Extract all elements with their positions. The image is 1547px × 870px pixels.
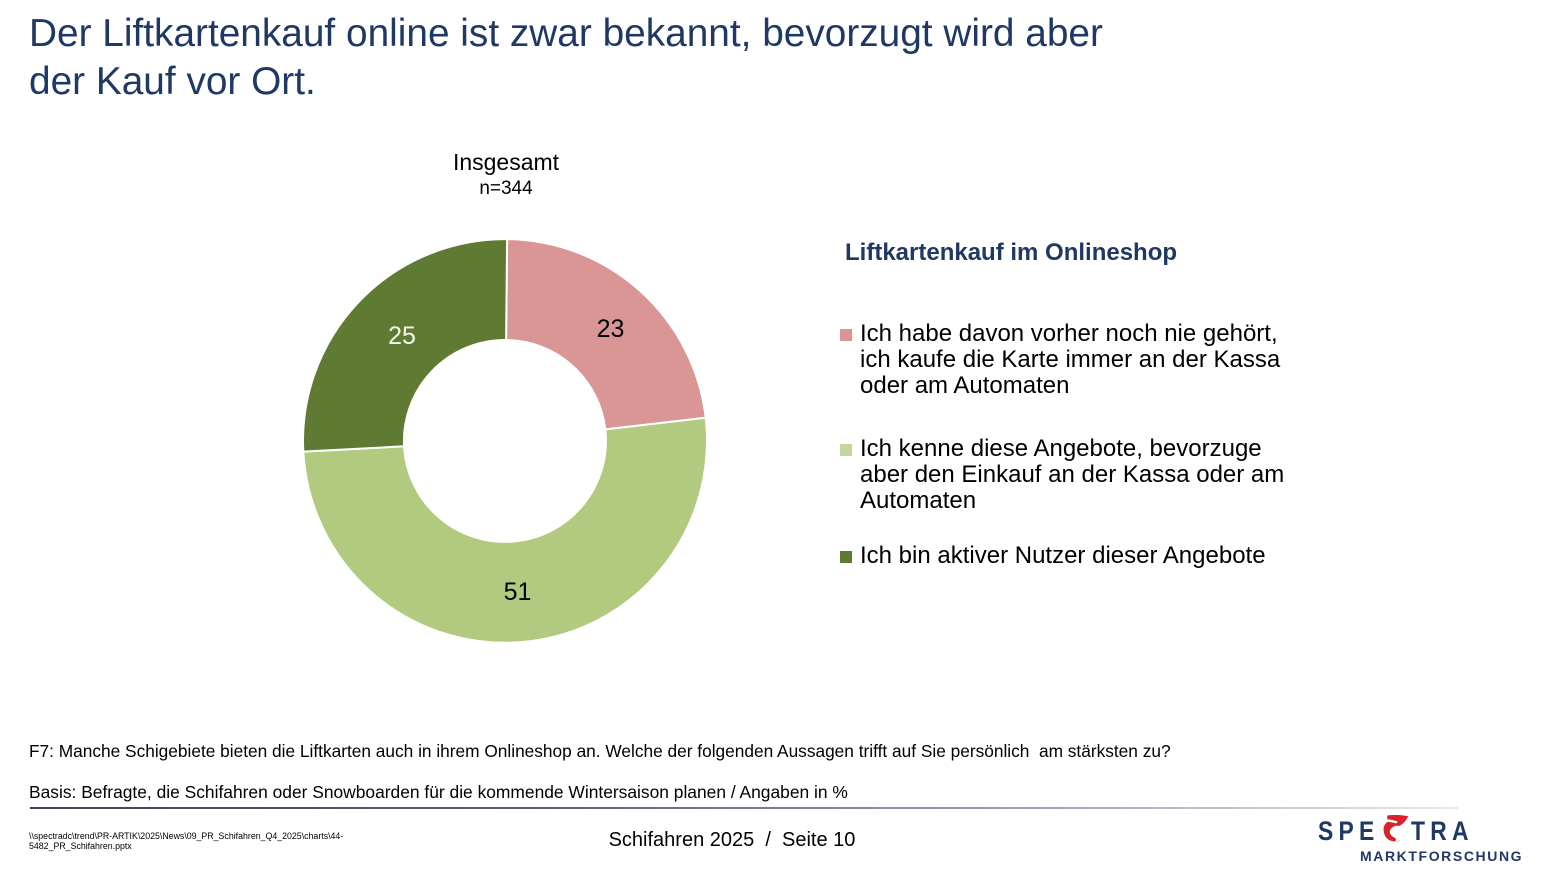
svg-text:25: 25: [388, 322, 416, 350]
svg-text:51: 51: [504, 578, 532, 606]
svg-text:23: 23: [597, 315, 625, 343]
